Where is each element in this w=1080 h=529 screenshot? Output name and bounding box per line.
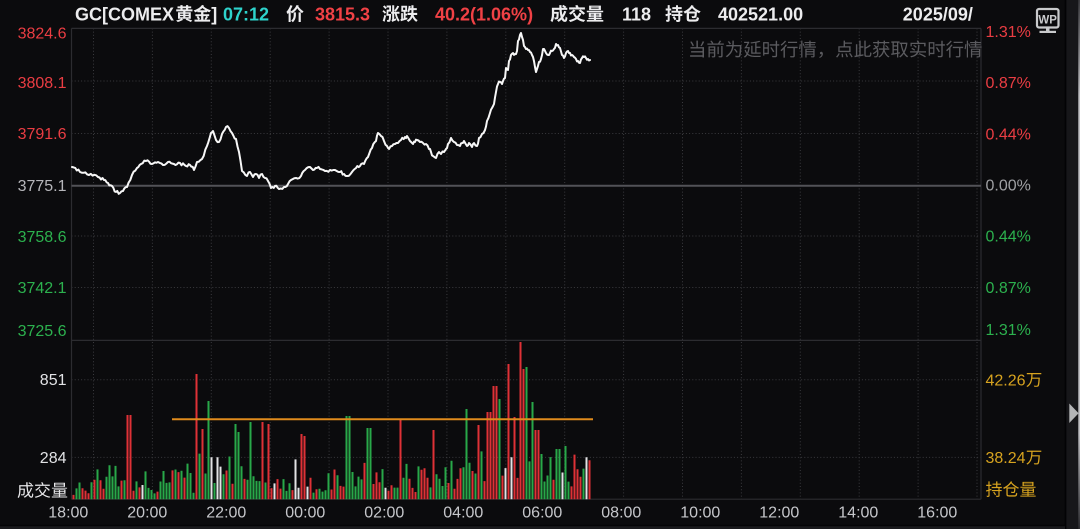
svg-text:07:12: 07:12 bbox=[223, 5, 269, 25]
svg-text:08:00: 08:00 bbox=[601, 505, 641, 522]
svg-text:GC[COMEX: GC[COMEX bbox=[75, 5, 174, 25]
svg-text:0.00%: 0.00% bbox=[986, 178, 1031, 195]
svg-text:851: 851 bbox=[40, 372, 67, 389]
svg-text:3725.6: 3725.6 bbox=[18, 323, 67, 340]
svg-text:0.44%: 0.44% bbox=[986, 229, 1031, 246]
svg-text:3775.1: 3775.1 bbox=[18, 178, 67, 195]
svg-text:42.26: 42.26 bbox=[986, 373, 1026, 390]
svg-text:3824.6: 3824.6 bbox=[18, 26, 67, 43]
svg-text:1.31%: 1.31% bbox=[986, 24, 1031, 41]
svg-text:284: 284 bbox=[40, 450, 67, 467]
svg-text:3791.6: 3791.6 bbox=[18, 126, 67, 143]
svg-text:16:00: 16:00 bbox=[917, 505, 957, 522]
svg-text:12:00: 12:00 bbox=[759, 505, 799, 522]
svg-text:WP: WP bbox=[1038, 15, 1057, 27]
svg-text:00:00: 00:00 bbox=[285, 505, 325, 522]
svg-text:]: ] bbox=[211, 5, 217, 25]
svg-text:02:00: 02:00 bbox=[364, 505, 404, 522]
svg-text:118: 118 bbox=[622, 5, 651, 25]
svg-text:0.44%: 0.44% bbox=[986, 127, 1031, 144]
svg-text:0.87%: 0.87% bbox=[986, 280, 1031, 297]
svg-text:14:00: 14:00 bbox=[838, 505, 878, 522]
svg-text:10:00: 10:00 bbox=[680, 505, 720, 522]
svg-text:18:00: 18:00 bbox=[48, 505, 88, 522]
svg-text:0.87%: 0.87% bbox=[986, 75, 1031, 92]
svg-text:40.2(1.06%): 40.2(1.06%) bbox=[435, 5, 533, 25]
svg-text:3742.1: 3742.1 bbox=[18, 280, 67, 297]
svg-text:2025/09/: 2025/09/ bbox=[903, 5, 973, 25]
svg-text:20:00: 20:00 bbox=[127, 505, 167, 522]
svg-text:04:00: 04:00 bbox=[443, 505, 483, 522]
svg-text:3758.6: 3758.6 bbox=[18, 229, 67, 246]
svg-text:06:00: 06:00 bbox=[522, 505, 562, 522]
svg-text:3808.1: 3808.1 bbox=[18, 75, 67, 92]
svg-text:38.24: 38.24 bbox=[986, 450, 1026, 467]
svg-text:402521.00: 402521.00 bbox=[718, 5, 803, 25]
svg-text:22:00: 22:00 bbox=[206, 505, 246, 522]
svg-text:3815.3: 3815.3 bbox=[315, 5, 370, 25]
svg-text:1.31%: 1.31% bbox=[986, 322, 1031, 339]
